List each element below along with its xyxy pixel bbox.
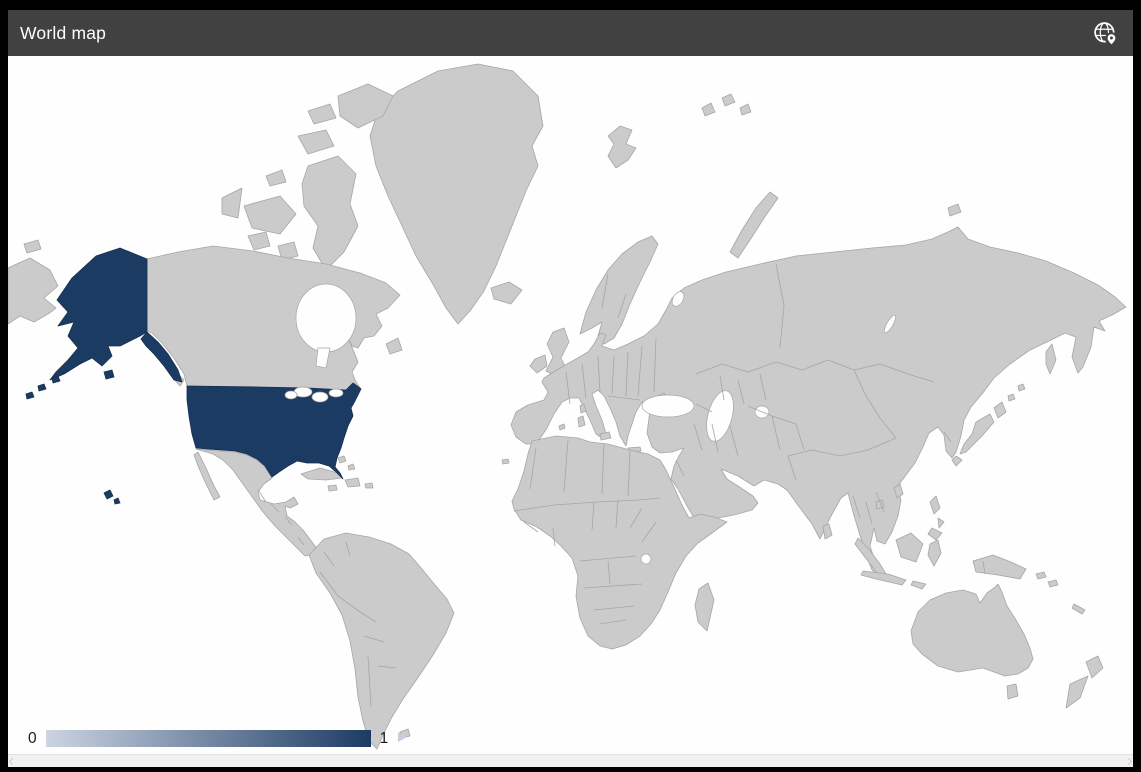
country-sri-lanka [822, 523, 833, 540]
country-africa [511, 435, 728, 650]
legend-gradient-bar[interactable] [45, 730, 371, 747]
globe-location-icon[interactable] [1092, 20, 1119, 47]
globe-location-glyph [1094, 21, 1118, 45]
page-title: World map [20, 22, 107, 43]
world-map-svg[interactable] [8, 56, 1133, 754]
country-scandinavia [579, 235, 659, 345]
country-greenland [369, 63, 544, 325]
lake-baikal [884, 314, 896, 334]
usa-alaska [49, 247, 148, 381]
heat-legend: 0 1 [28, 729, 408, 747]
country-japan [993, 401, 1007, 419]
country-canada [146, 245, 401, 391]
country-new-zealand [1085, 655, 1104, 679]
panel-header: World map [8, 10, 1133, 56]
usa-alaska-panhandle [140, 331, 183, 383]
footer-strip [8, 754, 1133, 767]
hudson-bay [295, 283, 357, 353]
country-new-guinea [972, 554, 1027, 580]
black-sea [641, 394, 695, 418]
usa-hawaii [103, 489, 114, 500]
resize-grip-left[interactable] [9, 758, 16, 765]
country-madagascar [694, 582, 715, 632]
country-ireland [529, 354, 548, 374]
white-sea [671, 291, 685, 307]
country-borders [257, 263, 986, 707]
legend-min-label: 0 [28, 729, 37, 747]
country-australia [910, 583, 1034, 677]
legend-pointer-icon [398, 731, 408, 742]
land-countries[interactable] [8, 63, 1127, 750]
legend-max-label: 1 [379, 729, 389, 747]
country-iceland [490, 281, 523, 305]
usa-mainland [186, 382, 362, 480]
resize-grip-right[interactable] [1125, 758, 1132, 765]
map-canvas[interactable]: 0 1 [8, 56, 1133, 754]
great-lakes-over [284, 386, 344, 403]
lake-victoria [640, 553, 652, 565]
world-map-panel: World map [8, 10, 1133, 767]
country-mexico-central-america [195, 448, 320, 557]
country-united-states[interactable] [25, 247, 362, 505]
